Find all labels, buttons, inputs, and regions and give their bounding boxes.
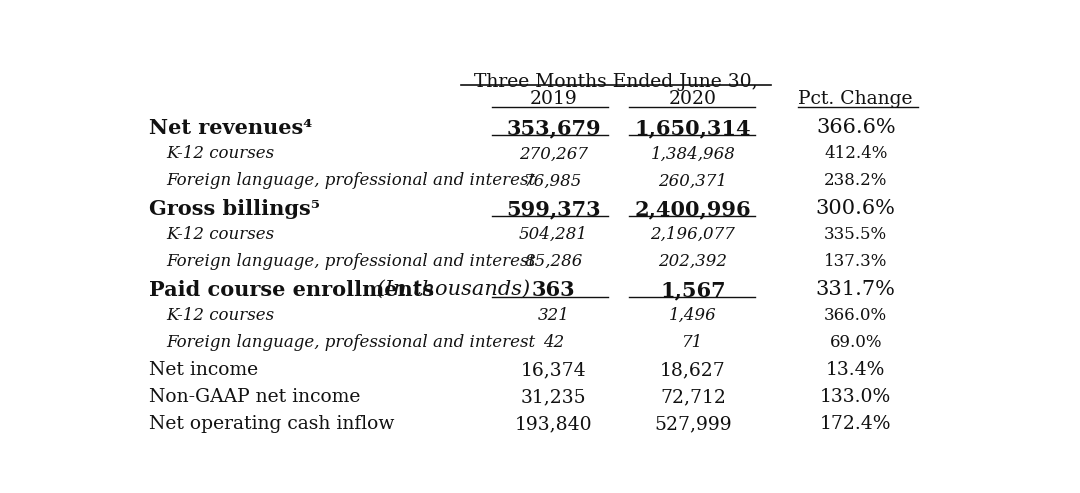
Text: 366.0%: 366.0% xyxy=(824,307,888,324)
Text: K-12 courses: K-12 courses xyxy=(166,145,274,162)
Text: 2,196,077: 2,196,077 xyxy=(650,226,735,243)
Text: 238.2%: 238.2% xyxy=(824,173,888,189)
Text: 69.0%: 69.0% xyxy=(829,334,882,351)
Text: 18,627: 18,627 xyxy=(660,361,726,379)
Text: 2019: 2019 xyxy=(529,90,578,108)
Text: Pct. Change: Pct. Change xyxy=(798,90,913,108)
Text: 193,840: 193,840 xyxy=(515,415,592,433)
Text: 335.5%: 335.5% xyxy=(824,226,888,243)
Text: (In thousands): (In thousands) xyxy=(370,280,530,299)
Text: 1,496: 1,496 xyxy=(670,307,717,324)
Text: Three Months Ended June 30,: Three Months Ended June 30, xyxy=(474,73,757,91)
Text: 270,267: 270,267 xyxy=(519,145,588,162)
Text: 16,374: 16,374 xyxy=(521,361,586,379)
Text: 72,712: 72,712 xyxy=(660,388,726,406)
Text: 1,384,968: 1,384,968 xyxy=(650,145,735,162)
Text: Paid course enrollments: Paid course enrollments xyxy=(149,280,434,300)
Text: 331.7%: 331.7% xyxy=(815,280,895,299)
Text: Gross billings⁵: Gross billings⁵ xyxy=(149,199,320,219)
Text: Foreign language, professional and interest: Foreign language, professional and inter… xyxy=(166,173,535,189)
Text: 366.6%: 366.6% xyxy=(815,118,895,138)
Text: 353,679: 353,679 xyxy=(507,118,600,139)
Text: 2020: 2020 xyxy=(669,90,717,108)
Text: Net income: Net income xyxy=(149,361,258,379)
Text: 133.0%: 133.0% xyxy=(820,388,891,406)
Text: 202,392: 202,392 xyxy=(659,253,728,270)
Text: 300.6%: 300.6% xyxy=(815,199,895,218)
Text: Foreign language, professional and interest: Foreign language, professional and inter… xyxy=(166,334,535,351)
Text: 321: 321 xyxy=(538,307,569,324)
Text: 1,650,314: 1,650,314 xyxy=(635,118,752,139)
Text: K-12 courses: K-12 courses xyxy=(166,226,274,243)
Text: 260,371: 260,371 xyxy=(659,173,728,189)
Text: 527,999: 527,999 xyxy=(654,415,732,433)
Text: 42: 42 xyxy=(543,334,564,351)
Text: 76,985: 76,985 xyxy=(524,173,583,189)
Text: 13.4%: 13.4% xyxy=(826,361,886,379)
Text: Net revenues⁴: Net revenues⁴ xyxy=(149,118,312,139)
Text: 71: 71 xyxy=(683,334,704,351)
Text: 412.4%: 412.4% xyxy=(824,145,888,162)
Text: 137.3%: 137.3% xyxy=(824,253,888,270)
Text: K-12 courses: K-12 courses xyxy=(166,307,274,324)
Text: 363: 363 xyxy=(531,280,576,300)
Text: 504,281: 504,281 xyxy=(519,226,588,243)
Text: Foreign language, professional and interest: Foreign language, professional and inter… xyxy=(166,253,535,270)
Text: Net operating cash inflow: Net operating cash inflow xyxy=(149,415,394,433)
Text: 31,235: 31,235 xyxy=(521,388,586,406)
Text: 599,373: 599,373 xyxy=(507,199,600,219)
Text: 85,286: 85,286 xyxy=(524,253,583,270)
Text: 172.4%: 172.4% xyxy=(820,415,891,433)
Text: Non-GAAP net income: Non-GAAP net income xyxy=(149,388,361,406)
Text: 1,567: 1,567 xyxy=(660,280,726,300)
Text: 2,400,996: 2,400,996 xyxy=(635,199,752,219)
